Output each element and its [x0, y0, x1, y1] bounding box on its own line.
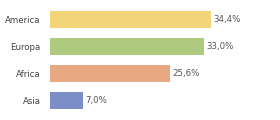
Text: 25,6%: 25,6% [172, 69, 200, 78]
Bar [50, 11, 211, 28]
Text: 34,4%: 34,4% [213, 15, 241, 24]
Text: 7,0%: 7,0% [85, 96, 107, 105]
Text: 33,0%: 33,0% [207, 42, 234, 51]
Bar [50, 92, 83, 109]
Bar [50, 65, 170, 82]
Bar [50, 38, 204, 55]
